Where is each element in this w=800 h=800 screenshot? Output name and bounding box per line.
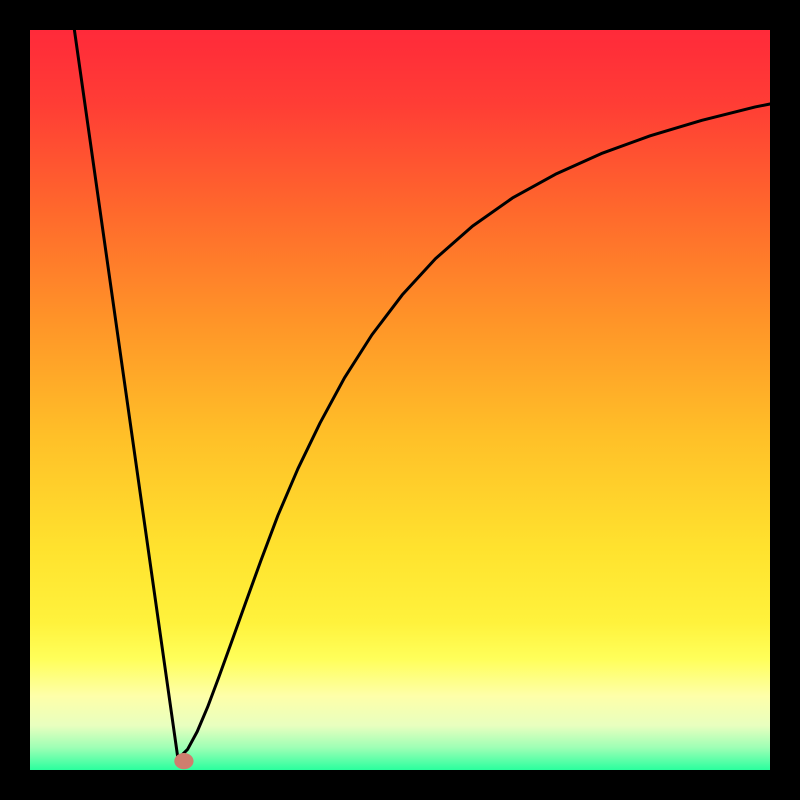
optimal-point-marker xyxy=(174,753,193,769)
chart-container: TheBottleneck.com xyxy=(0,0,800,800)
plot-area xyxy=(30,30,770,770)
watermark-link[interactable]: TheBottleneck.com xyxy=(597,4,790,30)
bottleneck-chart xyxy=(0,0,800,800)
